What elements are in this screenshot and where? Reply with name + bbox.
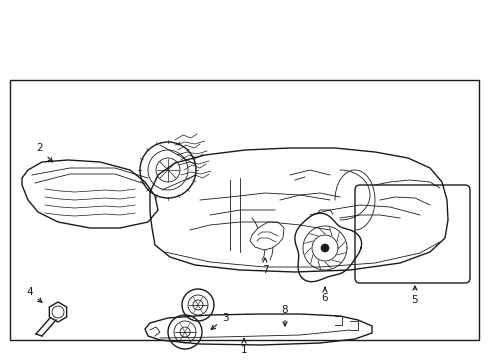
Text: 1: 1 (240, 339, 247, 355)
Text: 2: 2 (37, 143, 52, 162)
Text: 5: 5 (411, 286, 417, 305)
Text: 7: 7 (261, 258, 268, 275)
Circle shape (320, 244, 328, 252)
Text: 3: 3 (211, 313, 228, 329)
Text: 6: 6 (321, 287, 327, 303)
Bar (10, 80, 478, 340)
Text: 4: 4 (27, 287, 42, 302)
Text: 8: 8 (281, 305, 288, 326)
